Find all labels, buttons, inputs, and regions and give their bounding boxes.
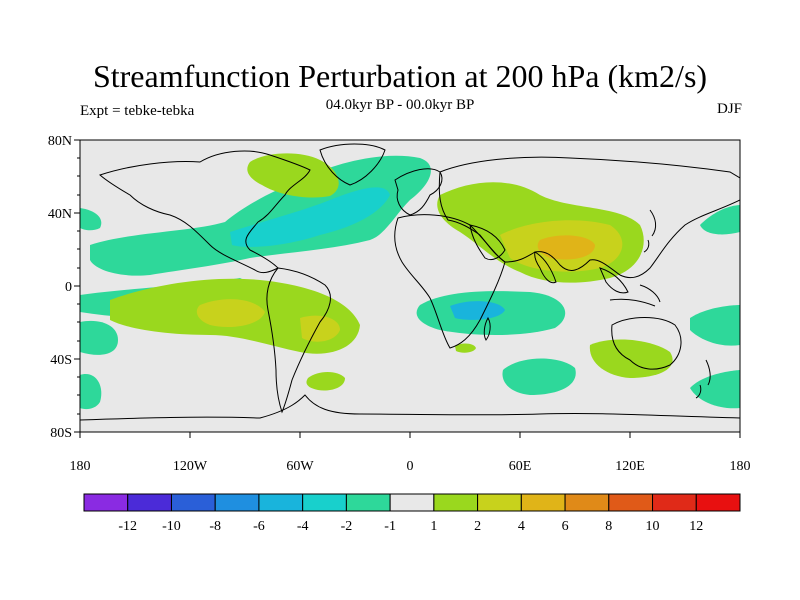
coast-southeast-asia <box>599 267 661 307</box>
field-neg-south-pacific <box>80 320 118 355</box>
map-subtitle: 04.0kyr BP - 00.0kyr BP <box>325 97 475 113</box>
coast-arabia <box>469 224 506 261</box>
field-pos-orange-india <box>537 235 595 260</box>
field-neg-south-pacific-2 <box>80 374 102 410</box>
field-pos-north-america <box>247 153 339 198</box>
field-neg-far-west <box>80 208 102 231</box>
colorbar-swatch <box>214 493 260 512</box>
field-neg-inner-indian <box>450 301 505 320</box>
field-neg-north-atlantic <box>90 155 431 276</box>
colorbar-label: 1 <box>430 519 437 534</box>
coast-india <box>534 251 557 284</box>
lon-ticks <box>79 432 741 438</box>
colorbar-swatch <box>302 493 347 512</box>
colorbar-label: 2 <box>474 519 481 534</box>
coast-antarctica <box>80 394 740 421</box>
coast-north-america <box>99 150 311 274</box>
contour-fields <box>80 153 740 410</box>
map-title: Streamfunction Perturbation at 200 hPa (… <box>92 58 708 94</box>
lat-label-0: 0 <box>65 280 72 295</box>
coast-new-zealand <box>695 359 711 399</box>
colorbar-label: -10 <box>162 519 181 534</box>
lon-label-60w: 60W <box>286 459 314 474</box>
lon-label-180w: 180 <box>70 459 91 474</box>
colorbar-labels: -12 -10 -8 -6 -4 -2 -1 1 2 4 6 8 10 12 <box>118 519 703 534</box>
colorbar-swatch <box>652 493 697 512</box>
colorbar-swatch <box>170 493 216 512</box>
field-neg-south-indian-2 <box>502 358 576 395</box>
colorbar-swatch <box>477 493 522 512</box>
colorbar <box>83 493 741 512</box>
colorbar-swatch <box>695 493 741 512</box>
field-pos-australia <box>589 339 673 378</box>
lat-label-80s: 80S <box>50 426 72 441</box>
colorbar-label: -2 <box>341 519 353 534</box>
colorbar-swatch <box>258 493 304 512</box>
coast-japan <box>643 209 657 253</box>
colorbar-label: -4 <box>297 519 309 534</box>
coast-south-america <box>266 267 331 414</box>
coast-greenland <box>319 143 386 186</box>
coast-madagascar <box>483 316 491 341</box>
field-pos-yellow-south-america <box>300 315 340 342</box>
lon-label-60e: 60E <box>509 459 532 474</box>
colorbar-swatch <box>433 493 479 512</box>
colorbar-label: -6 <box>253 519 265 534</box>
colorbar-label: -8 <box>209 519 221 534</box>
field-pos-small-atlantic <box>455 343 476 353</box>
colorbar-label: 6 <box>562 519 569 534</box>
lon-label-0: 0 <box>407 459 414 474</box>
lon-label-120e: 120E <box>615 459 645 474</box>
colorbar-swatch <box>389 493 435 512</box>
lon-label-120w: 120W <box>173 459 208 474</box>
colorbar-swatch <box>345 493 391 512</box>
lat-label-40s: 40S <box>50 353 72 368</box>
field-neg-southern-ocean-east <box>690 370 740 409</box>
field-pos-yellow-south-pacific <box>196 299 265 328</box>
experiment-label: Expt = tebke-tebka <box>80 103 195 119</box>
season-label: DJF <box>716 101 742 117</box>
colorbar-swatch <box>608 493 654 512</box>
lat-label-80n: 80N <box>48 134 72 149</box>
colorbar-label: 4 <box>518 519 525 534</box>
colorbar-swatch <box>127 493 172 512</box>
field-neg-inner-atlantic <box>230 187 390 247</box>
lat-ticks <box>74 139 80 433</box>
colorbar-swatch <box>520 493 566 512</box>
colorbar-label: -1 <box>384 519 396 534</box>
coast-europe <box>394 168 443 216</box>
colorbar-label: 12 <box>689 519 703 534</box>
coastlines <box>80 143 740 421</box>
colorbar-label: 8 <box>605 519 612 534</box>
field-neg-sw-pacific <box>690 305 740 346</box>
colorbar-label: 10 <box>646 519 660 534</box>
colorbar-swatch <box>564 493 610 512</box>
colorbar-swatch <box>83 493 129 512</box>
colorbar-label: -12 <box>118 519 137 534</box>
coast-australia <box>611 317 682 370</box>
field-neg-east-edge <box>700 205 740 235</box>
field-pos-south-atlantic <box>306 372 345 391</box>
lon-label-180e: 180 <box>730 459 751 474</box>
lat-label-40n: 40N <box>48 207 72 222</box>
